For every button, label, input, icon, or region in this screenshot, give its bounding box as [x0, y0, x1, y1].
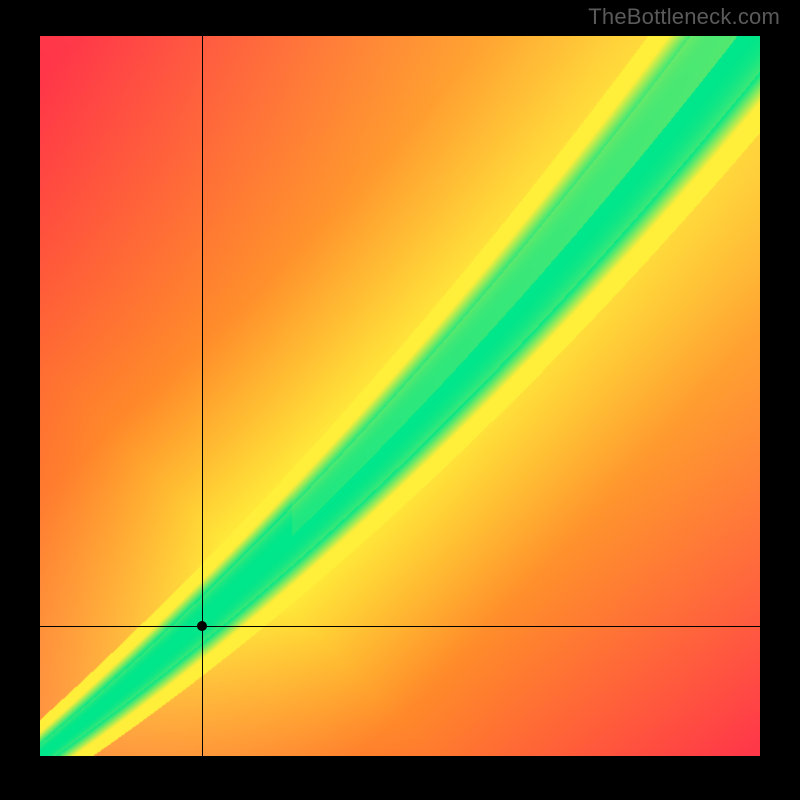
plot-area	[40, 36, 760, 756]
crosshair-vertical	[202, 36, 203, 756]
crosshair-horizontal	[40, 626, 760, 627]
heatmap-canvas	[40, 36, 760, 756]
crosshair-marker	[197, 621, 207, 631]
watermark-text: TheBottleneck.com	[588, 4, 780, 30]
